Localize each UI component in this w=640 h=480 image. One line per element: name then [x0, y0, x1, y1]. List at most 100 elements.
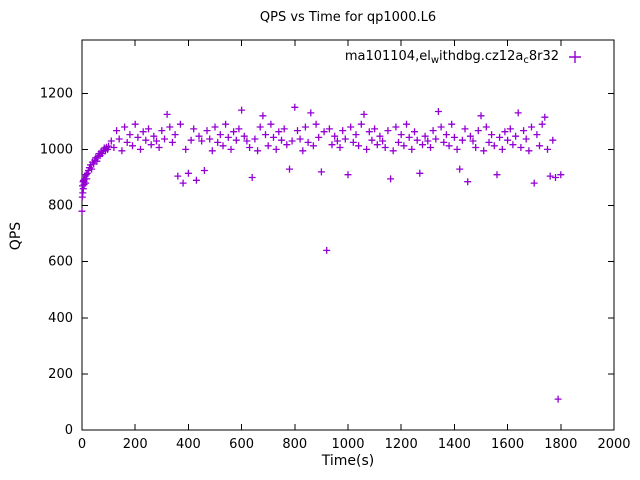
data-point: [427, 144, 434, 151]
data-point: [357, 120, 365, 128]
data-point: [240, 132, 248, 140]
data-point: [325, 125, 333, 133]
y-tick-label: 0: [65, 423, 73, 438]
data-point: [464, 178, 472, 186]
y-axis-label: QPS: [8, 221, 24, 251]
x-axis-label: Time(s): [321, 453, 375, 469]
data-point: [280, 125, 288, 133]
data-point: [381, 144, 389, 151]
data-point: [115, 135, 123, 143]
data-point: [432, 135, 440, 143]
y-tick-label: 200: [48, 367, 73, 382]
data-point: [320, 128, 328, 136]
data-point: [496, 133, 504, 141]
data-point: [307, 109, 315, 117]
data-point: [299, 147, 307, 155]
data-point: [163, 110, 171, 118]
data-point: [158, 127, 166, 135]
data-point: [371, 125, 379, 133]
data-point: [536, 142, 543, 150]
data-point: [552, 174, 559, 181]
data-point: [126, 131, 134, 139]
data-point: [198, 137, 206, 145]
data-point: [387, 175, 395, 183]
data-point: [373, 141, 381, 149]
data-point: [421, 132, 429, 140]
data-point: [187, 136, 195, 144]
x-tick-label: 800: [282, 437, 307, 452]
data-point: [301, 123, 309, 131]
data-point: [450, 133, 458, 141]
data-point: [147, 141, 155, 149]
data-point: [254, 147, 262, 155]
data-point: [264, 142, 272, 150]
data-point: [134, 133, 142, 141]
data-point: [506, 125, 514, 133]
legend-label: ma101104,elwithdbg.cz12ac8r32: [345, 49, 559, 66]
data-point: [448, 120, 456, 128]
data-point: [211, 123, 219, 131]
data-point: [544, 145, 551, 153]
data-point: [291, 103, 299, 111]
data-point: [349, 138, 357, 146]
data-point: [272, 145, 280, 153]
data-point: [137, 145, 144, 153]
data-point: [355, 142, 363, 150]
x-tick-label: 1200: [385, 437, 418, 452]
data-point: [79, 185, 87, 193]
data-point: [88, 165, 96, 173]
data-point: [214, 138, 222, 146]
data-point: [341, 135, 349, 143]
data-point: [267, 120, 275, 128]
data-point: [296, 135, 304, 143]
data-point: [456, 165, 464, 173]
data-point: [200, 167, 208, 174]
data-point: [105, 142, 113, 150]
data-point: [82, 179, 90, 187]
data-point: [477, 112, 485, 120]
data-point: [488, 131, 496, 139]
data-point: [123, 138, 131, 146]
data-point: [520, 127, 528, 135]
y-tick-label: 400: [48, 311, 73, 326]
legend-marker-plus-icon: [569, 50, 581, 63]
data-point: [509, 141, 517, 149]
data-point: [110, 144, 118, 151]
data-point: [480, 147, 488, 155]
data-point: [429, 127, 437, 135]
data-point: [490, 142, 498, 150]
data-point: [176, 120, 184, 128]
data-point: [166, 123, 174, 131]
data-point: [413, 136, 421, 144]
data-point: [113, 127, 121, 135]
data-point: [405, 133, 413, 141]
data-point: [461, 125, 469, 133]
data-point: [93, 157, 101, 165]
y-tick-label: 800: [48, 199, 73, 214]
data-point: [557, 171, 565, 179]
data-point: [365, 128, 373, 136]
data-point: [222, 120, 230, 128]
x-tick-label: 2000: [597, 437, 630, 452]
data-point: [514, 109, 522, 117]
data-point: [161, 135, 168, 143]
data-point: [246, 144, 254, 151]
data-point: [458, 136, 466, 144]
data-point: [528, 123, 535, 131]
data-point: [216, 131, 224, 139]
data-point: [384, 127, 392, 135]
data-point: [262, 131, 269, 139]
data-point: [259, 112, 267, 120]
data-point: [323, 246, 331, 254]
data-point: [195, 132, 203, 140]
x-tick-label: 400: [176, 437, 201, 452]
data-point: [392, 123, 400, 131]
legend-label-subscript: w: [430, 55, 439, 66]
data-point: [472, 144, 480, 151]
y-tick-label: 1000: [40, 142, 73, 157]
data-point: [251, 135, 259, 143]
data-point: [474, 127, 482, 135]
data-point: [288, 137, 296, 145]
data-point: [453, 145, 461, 153]
